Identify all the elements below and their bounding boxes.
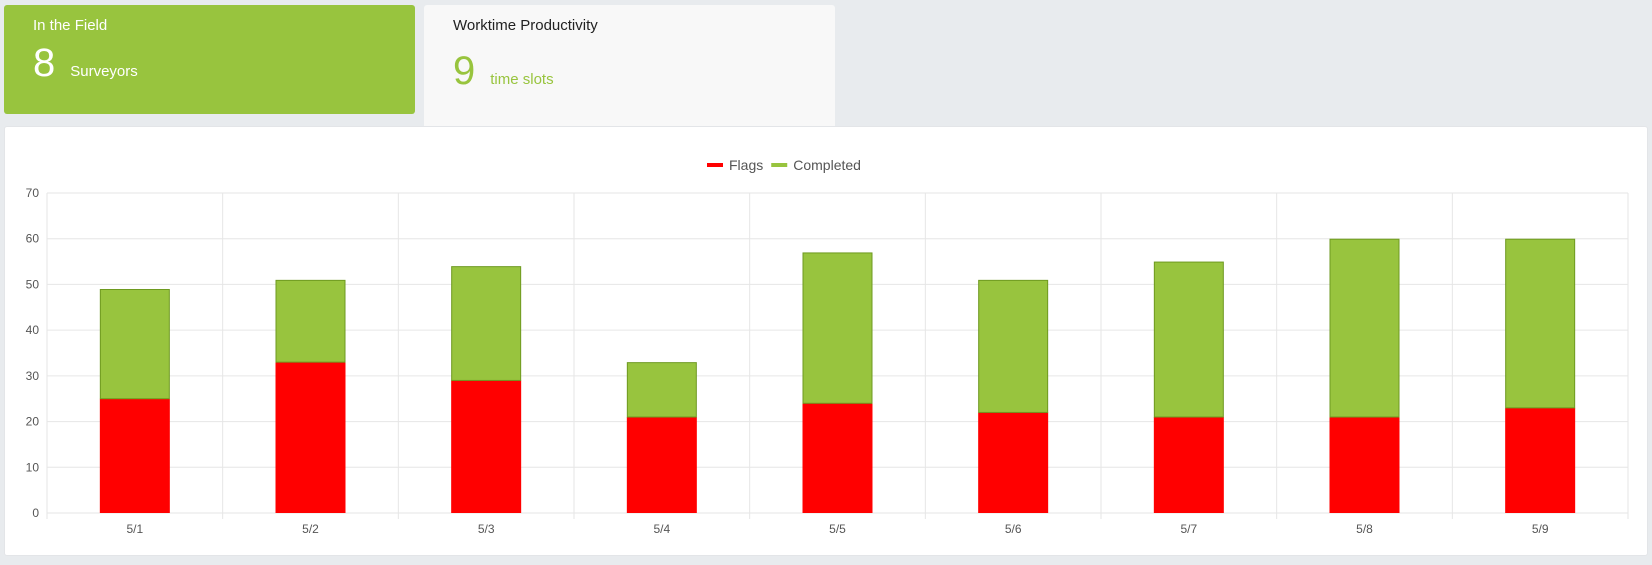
y-tick-label: 40 [26, 323, 40, 337]
in-the-field-card[interactable]: In the Field 8 Surveyors [4, 5, 415, 114]
x-tick-label: 5/7 [1180, 522, 1197, 536]
y-tick-label: 0 [32, 506, 39, 520]
bar-flags[interactable] [275, 362, 346, 513]
worktime-productivity-card[interactable]: Worktime Productivity 9 time slots [424, 5, 835, 130]
bar-flags[interactable] [1505, 407, 1576, 513]
bar-flags[interactable] [99, 398, 170, 513]
y-tick-label: 20 [26, 415, 40, 429]
legend-label-flags[interactable]: Flags [729, 157, 763, 173]
bar-flags[interactable] [451, 380, 522, 513]
bar-flags[interactable] [802, 403, 873, 513]
x-tick-label: 5/3 [478, 522, 495, 536]
bar-completed[interactable] [451, 266, 522, 381]
x-tick-label: 5/8 [1356, 522, 1373, 536]
time-slot-unit: time slots [490, 71, 554, 88]
legend-swatch-completed [771, 163, 788, 167]
card-title: Worktime Productivity [453, 17, 598, 34]
bar-completed[interactable] [626, 362, 697, 418]
chart-panel: 0 10 20 30 40 50 60 70 5/1 5/2 5/3 5/4 5/5 5/6 5/7 5/8 5… [4, 126, 1648, 556]
y-tick-label: 10 [26, 460, 40, 474]
y-tick-label: 60 [26, 232, 40, 246]
y-tick-label: 50 [26, 277, 40, 291]
stacked-bar-chart: 0 10 20 30 40 50 60 70 5/1 5/2 5/3 5/4 5/5 5/6 5/7 5/8 5… [26, 157, 1629, 536]
x-tick-label: 5/5 [829, 522, 846, 536]
bar-completed[interactable] [99, 289, 170, 400]
time-slot-count: 9 [453, 49, 476, 93]
bar-completed[interactable] [802, 252, 873, 404]
legend-label-completed[interactable]: Completed [793, 157, 861, 173]
surveyor-count: 8 [33, 41, 56, 85]
y-tick-label: 30 [26, 369, 40, 383]
bar-flags[interactable] [626, 417, 697, 513]
bar-completed[interactable] [1153, 261, 1224, 418]
card-title: In the Field [33, 17, 108, 34]
x-tick-label: 5/2 [302, 522, 319, 536]
x-tick-label: 5/1 [126, 522, 143, 536]
x-tick-label: 5/4 [653, 522, 670, 536]
y-tick-label: 70 [26, 186, 40, 200]
legend-swatch-flags [707, 163, 723, 167]
bar-flags[interactable] [1329, 417, 1400, 513]
bar-flags[interactable] [978, 412, 1049, 513]
bar-completed[interactable] [978, 279, 1049, 413]
bar-completed[interactable] [275, 279, 346, 363]
x-tick-label: 5/6 [1005, 522, 1022, 536]
bar-completed[interactable] [1505, 238, 1576, 409]
bar-flags[interactable] [1153, 417, 1224, 513]
x-tick-label: 5/9 [1532, 522, 1549, 536]
bar-completed[interactable] [1329, 238, 1400, 418]
surveyor-unit: Surveyors [70, 63, 138, 80]
